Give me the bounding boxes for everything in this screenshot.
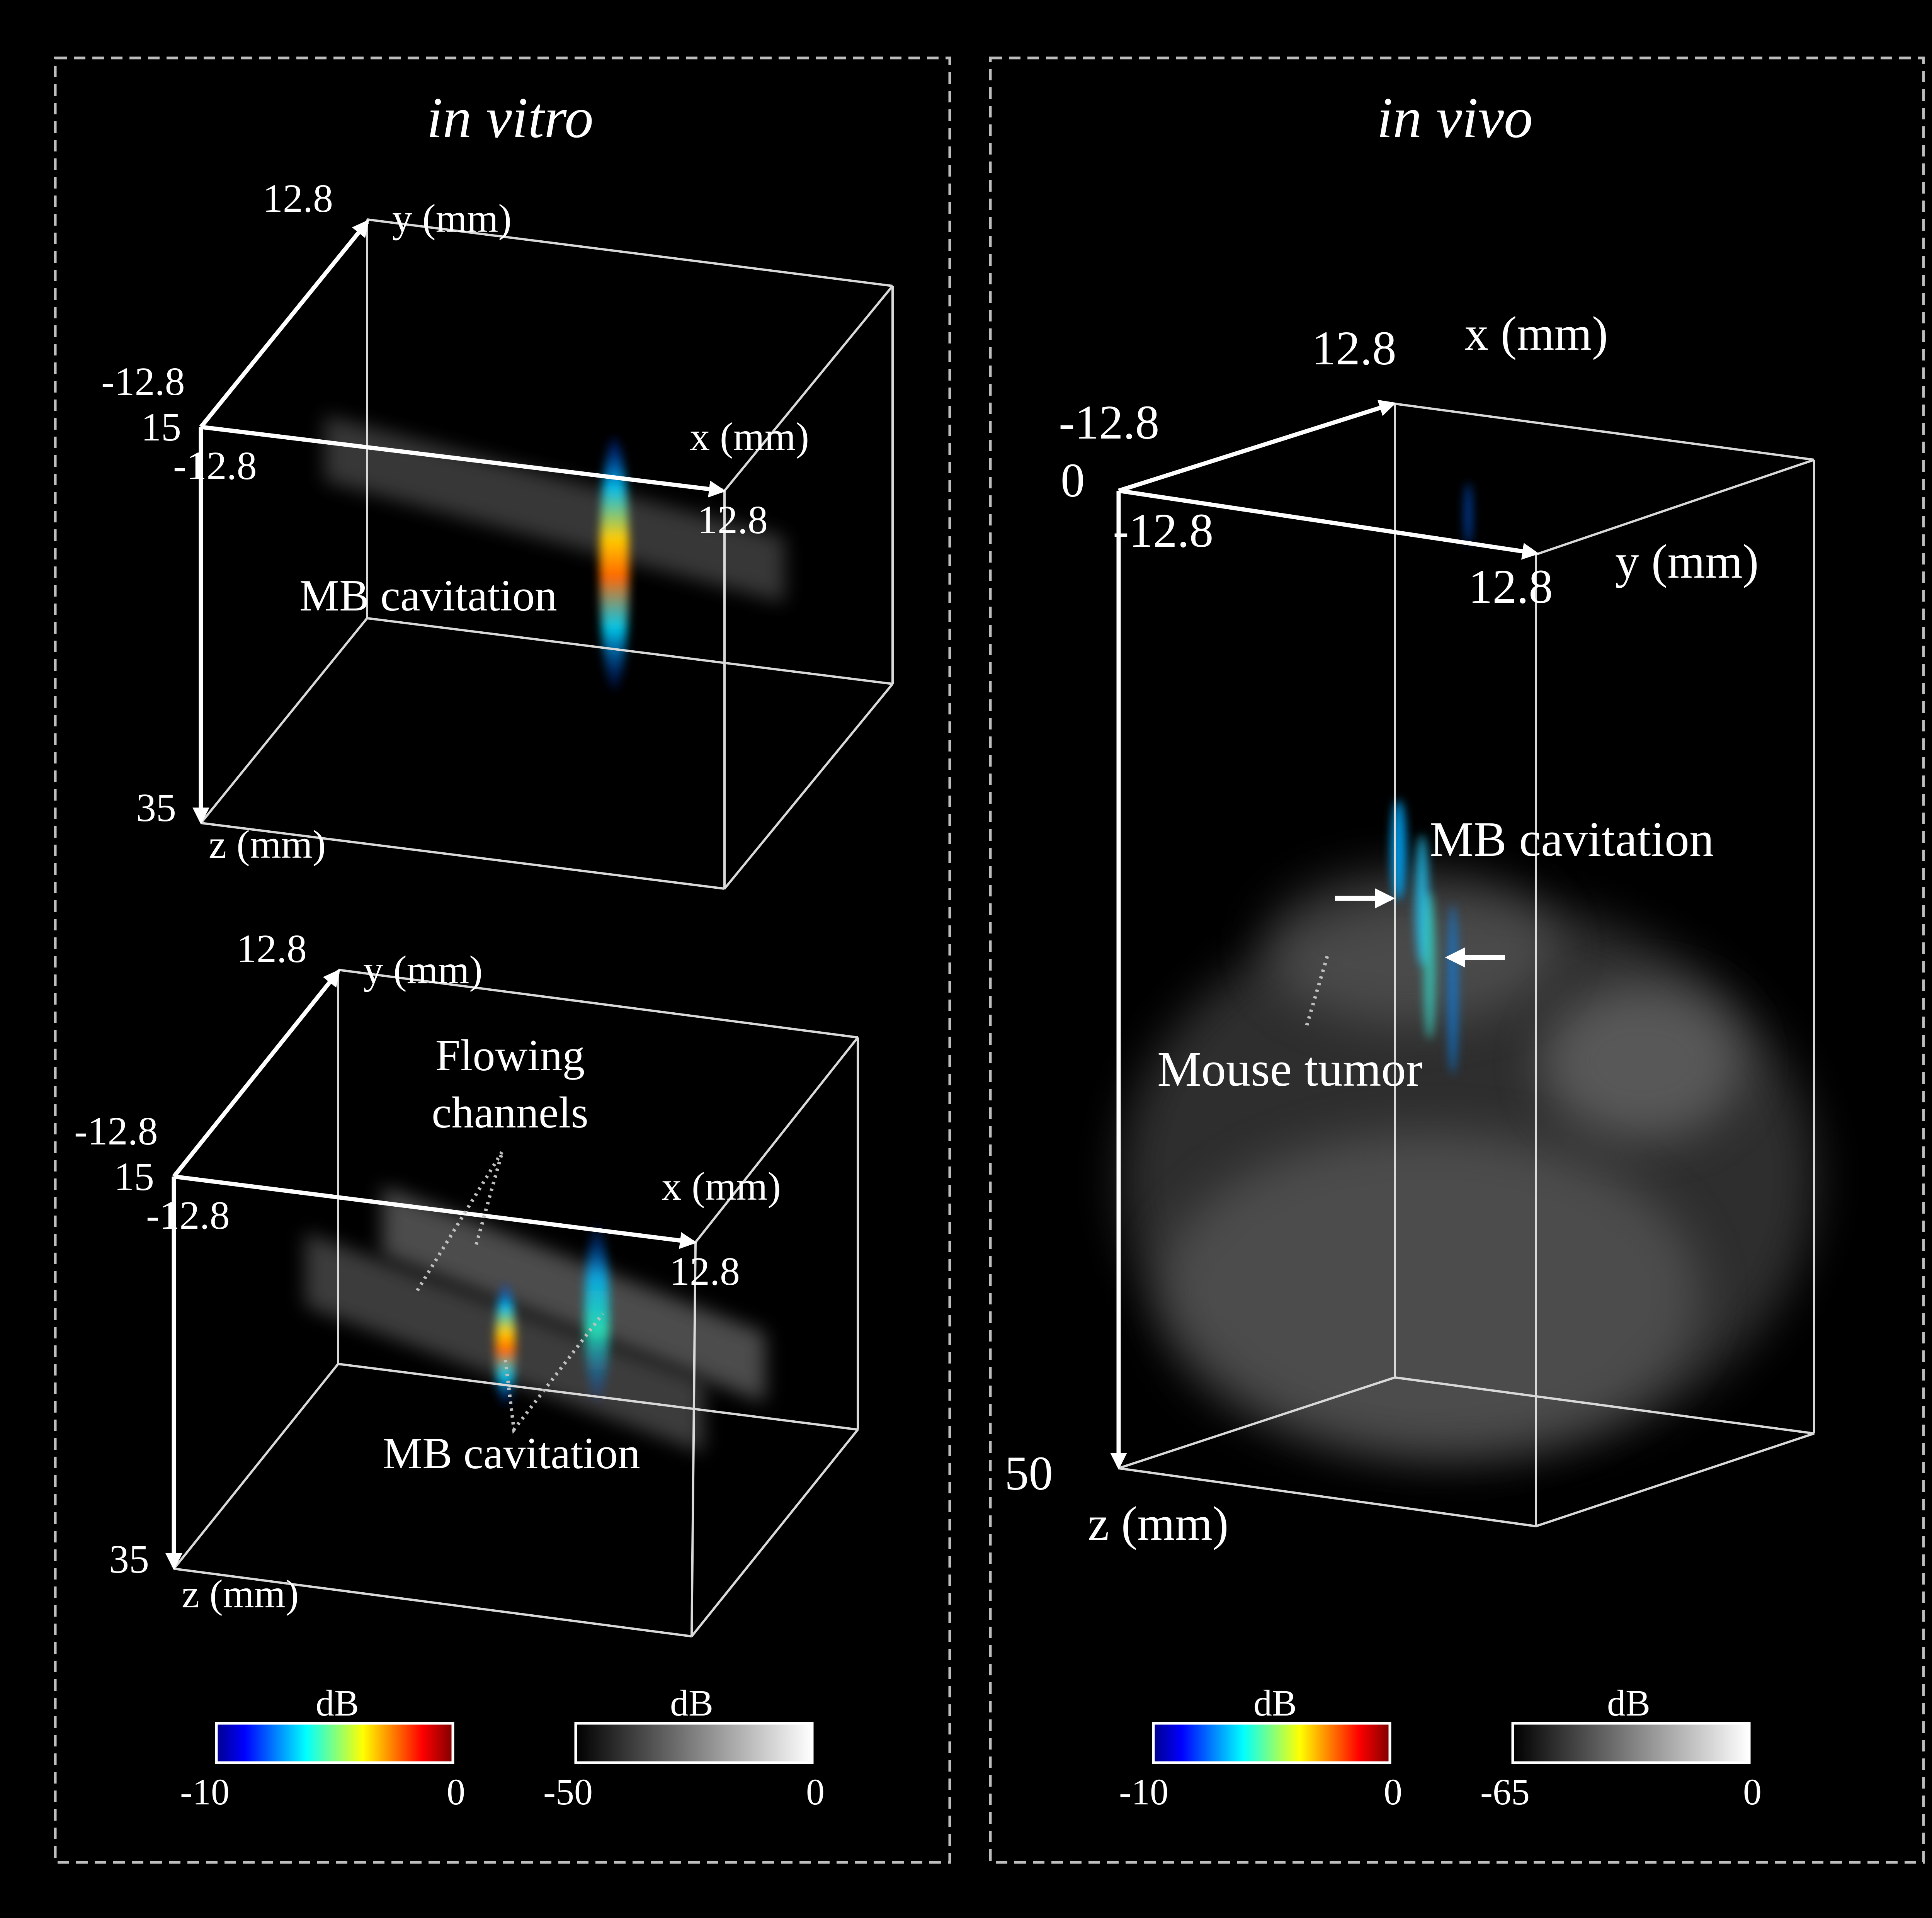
in-vivo-title: in vivo [1377, 86, 1533, 150]
z-axis-max-label: 35 [136, 786, 176, 830]
in-vivo-cavitation-streaks [1391, 483, 1472, 1074]
channels-label-line1: Flowing [435, 1031, 585, 1080]
cavitation-label-bottom: MB cavitation [383, 1429, 640, 1478]
in-vivo-volume: 12.8 x (mm) -12.8 0 -12.8 12.8 y (mm) MB… [1005, 307, 1816, 1551]
in-vitro-colorbar-jet: dB -10 0 [180, 1682, 465, 1813]
z-axis-max-label: 50 [1005, 1447, 1053, 1500]
in-vivo-colorbar-jet: dB -10 0 [1119, 1682, 1402, 1813]
in-vitro-title: in vitro [427, 86, 594, 150]
colorbar-max: 0 [806, 1771, 825, 1813]
x-axis-arrow [1118, 400, 1396, 493]
box-edge [367, 218, 893, 287]
y-axis-max-label: 12.8 [236, 927, 307, 971]
colorbar-gradient [574, 1722, 814, 1764]
colorbar-gradient [1152, 1722, 1391, 1764]
y-axis-arrow [172, 969, 340, 1178]
x-axis-arrow [173, 1174, 697, 1249]
colorbar-unit: dB [316, 1682, 359, 1724]
y-axis-max-label: 12.8 [1468, 560, 1553, 614]
colorbar-max: 0 [1384, 1771, 1402, 1813]
box-edge [200, 617, 368, 824]
in-vivo-colorbar-gray: dB -65 0 [1480, 1682, 1762, 1813]
x-axis-min-label: -12.8 [146, 1193, 230, 1238]
in-vitro-colorbar-gray: dB -50 0 [543, 1682, 825, 1813]
box-edge [173, 1568, 692, 1637]
box-edge [201, 822, 725, 890]
box-edge [1118, 1376, 1395, 1469]
x-axis-title: x (mm) [1464, 307, 1608, 360]
colorbar-unit: dB [1253, 1682, 1297, 1724]
y-axis-min-label: -12.8 [74, 1109, 158, 1153]
y-axis-arrow [1118, 488, 1539, 560]
colorbar-max: 0 [1743, 1771, 1762, 1813]
box-edge [723, 285, 894, 491]
z-axis-max-label: 35 [109, 1537, 149, 1581]
box-edge [690, 1429, 859, 1637]
box-edge [367, 617, 893, 685]
channels-label-line2: channels [432, 1088, 588, 1138]
box-edge [338, 969, 858, 1039]
y-axis-min-label: -12.8 [1113, 504, 1213, 558]
box-edge [694, 1037, 859, 1243]
colorbar-max: 0 [447, 1771, 465, 1813]
cavitation-blob-bottom-left [495, 1283, 515, 1406]
x-axis-arrow [201, 425, 726, 498]
y-axis-title: y (mm) [1615, 535, 1759, 588]
colorbar-gradient [1511, 1722, 1751, 1764]
box-edge [338, 1363, 858, 1431]
in-vitro-volume-top: 12.8 y (mm) -12.8 15 -12.8 x (mm) 12.8 M… [101, 176, 894, 890]
box-edge [1536, 459, 1815, 556]
colorbar-min: -10 [180, 1771, 230, 1813]
x-axis-title: x (mm) [690, 415, 809, 459]
x-axis-title: x (mm) [662, 1164, 781, 1209]
z-axis-title: z (mm) [182, 1572, 299, 1616]
box-edge [1118, 1467, 1536, 1527]
box-edge [1395, 1376, 1815, 1435]
y-axis-max-label: 12.8 [263, 176, 333, 221]
tumor-tissue [1121, 869, 1816, 1457]
box-edge [173, 1363, 339, 1569]
tumor-label: Mouse tumor [1157, 1042, 1422, 1097]
colorbar-unit: dB [670, 1682, 713, 1724]
channels-pointer [416, 1150, 504, 1292]
colorbar-min: -65 [1480, 1771, 1530, 1813]
y-axis-min-label: -12.8 [101, 359, 185, 404]
x-axis-max-label: 12.8 [1312, 322, 1396, 375]
box-edge [1395, 403, 1815, 461]
box-edge [723, 683, 894, 889]
z-axis-min-label: 0 [1061, 454, 1085, 507]
cavitation-label: MB cavitation [1430, 812, 1714, 867]
cavitation-pointer [503, 1313, 604, 1434]
in-vitro-volume-bottom: 12.8 y (mm) Flowing channels -12.8 15 -1… [74, 927, 859, 1637]
colorbar-unit: dB [1607, 1682, 1650, 1724]
cavitation-blob-bottom-right [585, 1225, 609, 1403]
flow-channel-top [325, 415, 784, 603]
colorbar-min: -50 [543, 1771, 593, 1813]
cavitation-label-top: MB cavitation [299, 571, 557, 621]
in-vivo-panel-border [989, 56, 1925, 1864]
z-axis-min-label: 15 [141, 405, 181, 449]
cavitation-blob-top [600, 437, 629, 692]
colorbar-gradient [215, 1722, 454, 1764]
z-axis-min-label: 15 [114, 1155, 154, 1199]
x-axis-max-label: 12.8 [697, 498, 768, 542]
y-axis-title: y (mm) [392, 196, 512, 241]
in-vitro-panel-border [54, 56, 951, 1864]
flow-channels-bottom [305, 1186, 765, 1453]
colorbar-min: -10 [1119, 1771, 1168, 1813]
z-axis-title: z (mm) [1088, 1497, 1228, 1551]
x-axis-min-label: -12.8 [1059, 396, 1159, 449]
z-axis-title: z (mm) [209, 822, 326, 867]
y-axis-arrow [199, 219, 369, 428]
box-edge [690, 1242, 697, 1637]
x-axis-max-label: 12.8 [670, 1249, 740, 1294]
box-edge [1536, 1432, 1815, 1527]
x-axis-min-label: -12.8 [173, 444, 257, 488]
y-axis-title: y (mm) [363, 948, 483, 992]
